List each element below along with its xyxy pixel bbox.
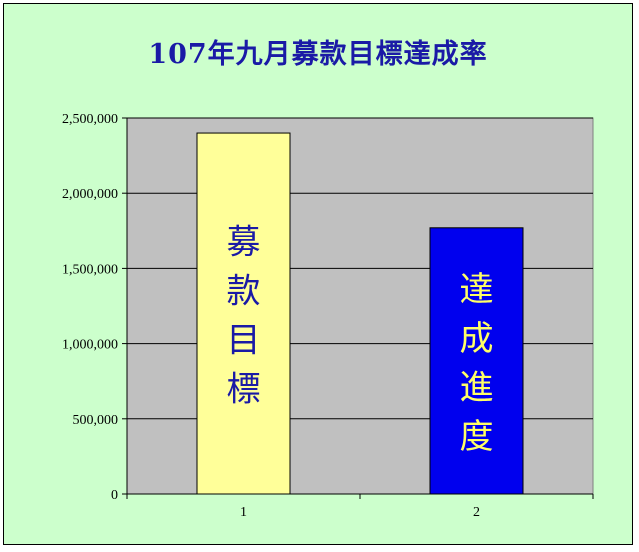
y-tick-label: 0 xyxy=(111,488,118,503)
y-tick-label: 1,000,000 xyxy=(62,338,118,353)
x-tick-label: 2 xyxy=(473,505,480,520)
bar-label: 達成進度 xyxy=(460,270,494,457)
y-tick-label: 1,500,000 xyxy=(62,262,118,277)
chart-title: 107年九月募款目標達成率 xyxy=(148,39,488,70)
y-tick-label: 2,000,000 xyxy=(62,187,118,202)
x-tick-label: 1 xyxy=(240,505,247,520)
bar xyxy=(196,132,291,495)
y-tick-label: 500,000 xyxy=(73,413,119,428)
y-tick-label: 2,500,000 xyxy=(62,112,118,127)
bar xyxy=(429,227,524,495)
bar-label: 募款目標 xyxy=(227,223,261,410)
